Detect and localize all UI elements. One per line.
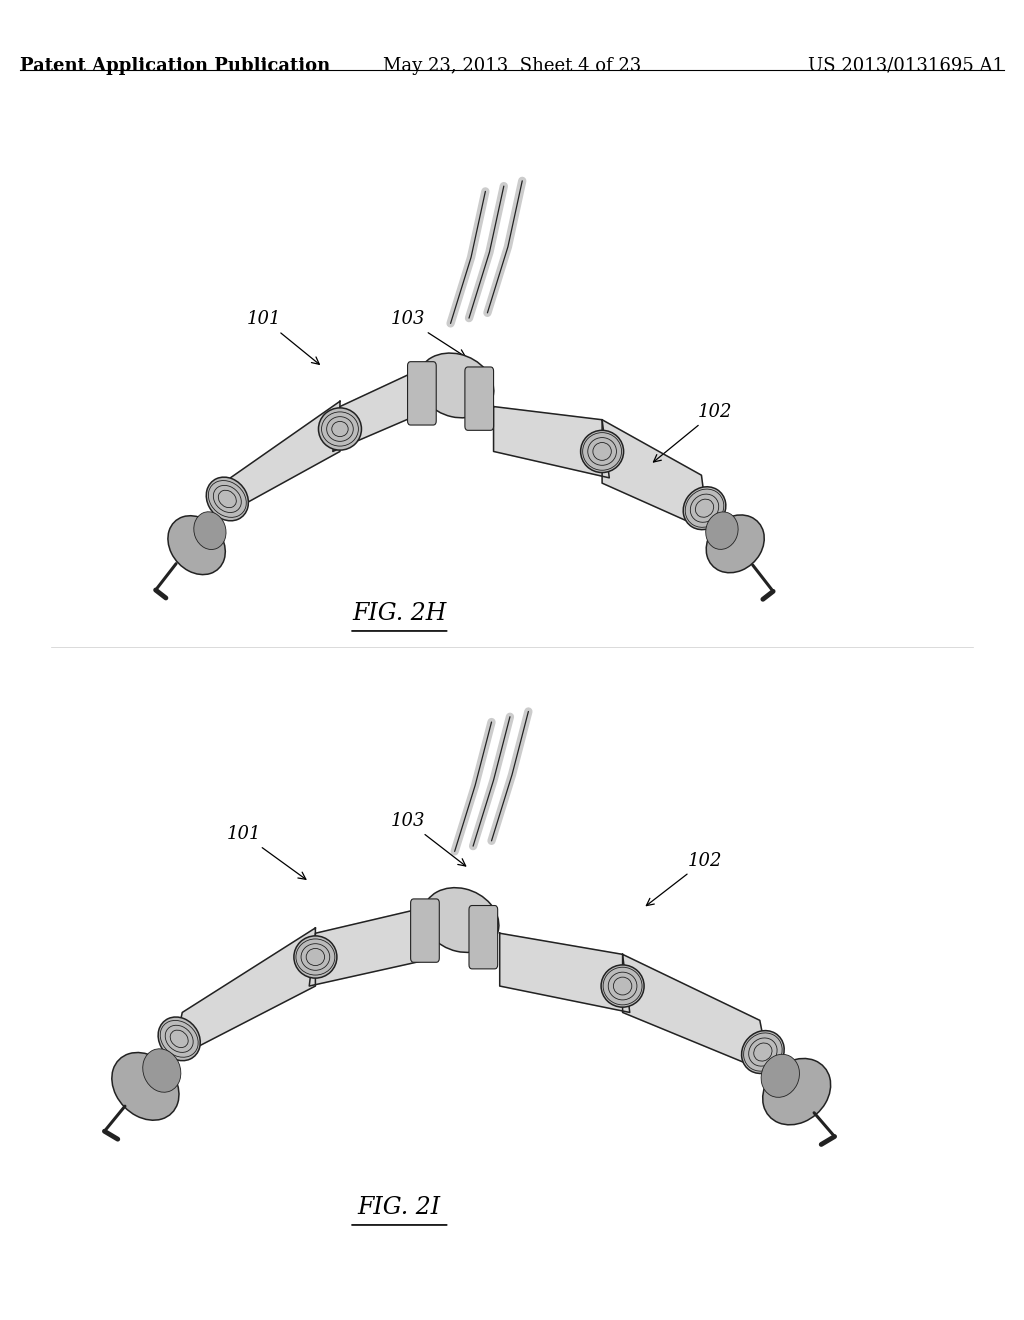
Ellipse shape	[423, 887, 499, 953]
Polygon shape	[309, 907, 428, 986]
Text: FIG. 2H: FIG. 2H	[352, 602, 446, 626]
Ellipse shape	[601, 965, 644, 1007]
Polygon shape	[602, 420, 709, 531]
Polygon shape	[494, 407, 609, 478]
Text: May 23, 2013  Sheet 4 of 23: May 23, 2013 Sheet 4 of 23	[383, 57, 641, 75]
Text: 102: 102	[646, 851, 722, 906]
Ellipse shape	[707, 515, 764, 573]
Text: 103: 103	[390, 310, 466, 356]
Text: Patent Application Publication: Patent Application Publication	[20, 57, 331, 75]
FancyBboxPatch shape	[469, 906, 498, 969]
Ellipse shape	[706, 512, 738, 549]
Ellipse shape	[741, 1031, 784, 1073]
Ellipse shape	[194, 512, 226, 549]
Polygon shape	[623, 954, 770, 1073]
Ellipse shape	[142, 1049, 181, 1092]
FancyBboxPatch shape	[408, 362, 436, 425]
Ellipse shape	[158, 1016, 201, 1061]
Ellipse shape	[418, 352, 494, 418]
Ellipse shape	[761, 1055, 800, 1097]
Text: 101: 101	[247, 310, 319, 364]
Polygon shape	[333, 367, 425, 451]
FancyBboxPatch shape	[465, 367, 494, 430]
Ellipse shape	[168, 516, 225, 574]
Ellipse shape	[112, 1052, 179, 1121]
FancyBboxPatch shape	[411, 899, 439, 962]
Ellipse shape	[318, 408, 361, 450]
Ellipse shape	[581, 430, 624, 473]
Polygon shape	[172, 928, 315, 1060]
Text: 101: 101	[226, 825, 306, 879]
Text: US 2013/0131695 A1: US 2013/0131695 A1	[808, 57, 1004, 75]
Ellipse shape	[763, 1059, 830, 1125]
Text: FIG. 2I: FIG. 2I	[357, 1196, 441, 1220]
Text: 103: 103	[390, 812, 466, 866]
Text: 102: 102	[653, 403, 732, 462]
Polygon shape	[220, 401, 340, 517]
Ellipse shape	[294, 936, 337, 978]
Ellipse shape	[206, 477, 249, 521]
Polygon shape	[500, 933, 630, 1012]
Ellipse shape	[683, 487, 726, 529]
